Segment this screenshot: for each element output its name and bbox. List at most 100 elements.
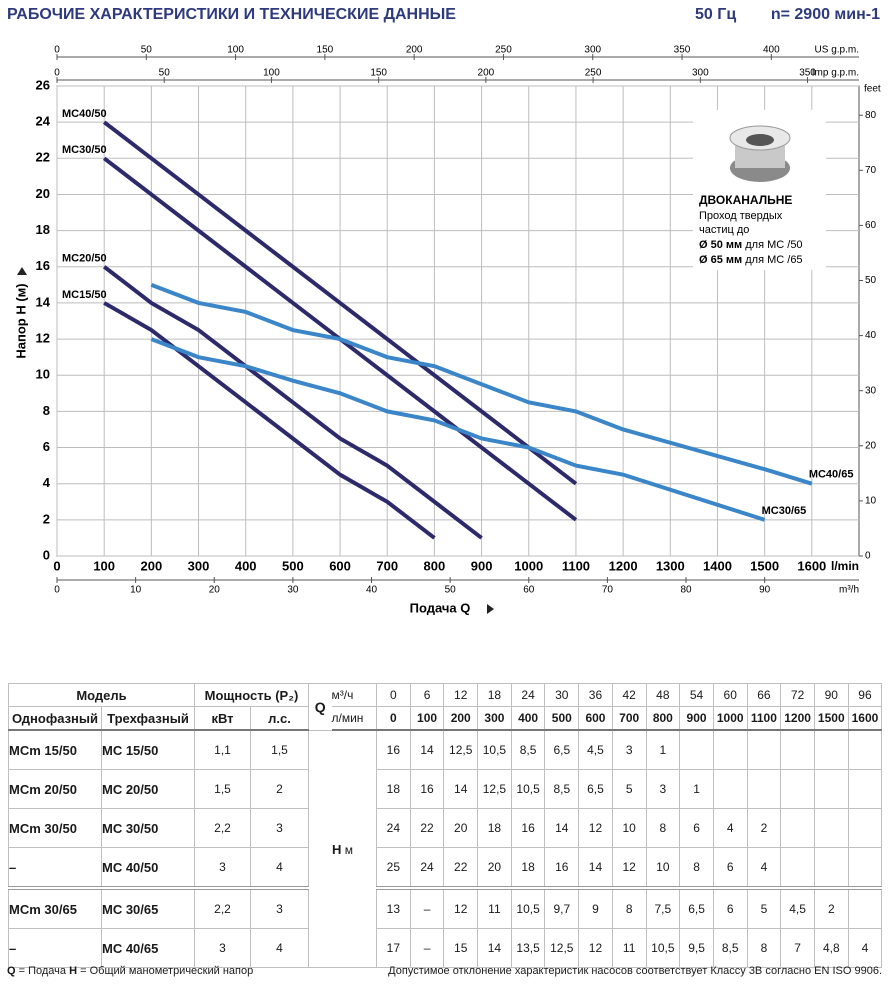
value-cell: 12 (578, 928, 613, 968)
tick-label: 50 (141, 45, 153, 56)
value-cell: 5 (611, 769, 647, 809)
value-cell: 25 (376, 847, 411, 889)
tick-label: 350 (674, 45, 691, 56)
tick-label: 300 (692, 68, 709, 79)
cell: 4 (250, 928, 309, 968)
value-cell: 6,5 (679, 886, 714, 929)
table-row: – MC 40/65 3 4 17–15 14 13,5 12,5 12 11 10,5 9,5 8,5… (8, 928, 883, 968)
header-cell: 900 (679, 706, 714, 731)
header-cell: 200 (443, 706, 479, 731)
header-cell: 1100 (746, 706, 782, 731)
value-cell: 12 (443, 886, 479, 929)
value-cell: 8 (645, 808, 681, 848)
inset-size: Ø 50 мм для МС /50 (699, 239, 803, 251)
value-cell: 20 (443, 808, 479, 848)
value-cell: 7,5 (645, 886, 681, 929)
table-row: – MC 40/50 3 4 25 24 22 20 18 16 14 12 10 8 6 4 (8, 847, 883, 889)
cell: 2 (250, 769, 309, 809)
value-cell (847, 847, 883, 889)
value-cell (847, 808, 883, 848)
footer-note: Допустимое отклонение характеристик насо… (388, 965, 882, 977)
h: H (332, 841, 342, 857)
y2-unit: feet (864, 84, 881, 95)
header-cell: 72 (780, 683, 815, 707)
series-line (150, 282, 813, 486)
y2-tick-label: 0 (865, 551, 871, 562)
tick-label: 50 (445, 585, 457, 596)
cell: MC 15/50 (101, 729, 195, 770)
value-cell: 8 (611, 886, 647, 929)
value-cell: 4,5 (780, 886, 815, 929)
value-cell: 13 (376, 886, 411, 929)
cell: MCm 30/65 (8, 886, 102, 929)
axis-name: m³/h (839, 585, 859, 596)
x-arrow (487, 604, 494, 614)
header-cell: Трехфазный (101, 706, 195, 731)
tick-label: 350 (799, 68, 816, 79)
value-cell: – (409, 886, 445, 929)
inset-title: ДВОКАНАЛЬНЕ (699, 193, 792, 207)
speed: n= 2900 мин-1 (771, 6, 880, 23)
value-cell (780, 769, 815, 809)
tick-label: 50 (159, 68, 171, 79)
header-cell: 18 (477, 683, 512, 707)
size-text: для МС /50 (745, 239, 802, 251)
tick-label: 200 (406, 45, 423, 56)
table-row: Однофазный Трехфазный кВт л.с. л/мин 0 100 200 3… (8, 706, 883, 731)
header-cell: 6 (409, 683, 445, 707)
table-row: MCm 30/50 MC 30/50 2,2 3 24 22 20 18 16 14 12 10 8 6 4… (8, 808, 883, 848)
value-cell: 3 (611, 729, 647, 770)
value-cell: 10 (645, 847, 681, 889)
y2-tick-label: 50 (865, 275, 877, 286)
header-cell: Мощность (P₂) (194, 683, 309, 707)
value-cell: 24 (409, 847, 445, 889)
table-row: MCm 30/65 MC 30/65 2,2 3 13–12 11 10,5 9,7 9 8 7,5… (8, 886, 883, 929)
header-cell: 90 (813, 683, 849, 707)
value-cell: 16 (510, 808, 546, 848)
h-unit: м (344, 842, 353, 857)
size-bold: Ø 50 мм (699, 239, 742, 251)
value-cell: 1 (679, 769, 714, 809)
cell: MCm 15/50 (8, 729, 102, 770)
x-tick-label: 600 (329, 558, 351, 573)
y2-tick-label: 10 (865, 496, 877, 507)
value-cell (847, 886, 883, 929)
size-bold: Ø 65 мм (699, 254, 742, 266)
y-tick-label: 4 (43, 475, 51, 490)
y-tick-label: 0 (43, 547, 50, 562)
value-cell (712, 729, 748, 770)
x-tick-label: 1400 (703, 558, 732, 573)
value-cell: 9,5 (679, 928, 714, 968)
header-cell: 30 (544, 683, 580, 707)
header-cell: 100 (409, 706, 445, 731)
header-cell: 1500 (813, 706, 849, 731)
header-cell: 36 (578, 683, 613, 707)
cell: – (8, 847, 102, 889)
x-tick-label: 400 (235, 558, 257, 573)
value-cell: 8,5 (712, 928, 748, 968)
value-cell (847, 729, 883, 770)
axis-name: US g.p.m. (815, 45, 859, 56)
x-tick-label: 200 (141, 558, 163, 573)
value-cell: 18 (510, 847, 546, 889)
header-cell: Однофазный (8, 706, 102, 731)
value-cell: 8,5 (510, 729, 546, 770)
header-cell: 500 (544, 706, 580, 731)
tick-label: 90 (759, 585, 771, 596)
header-cell: 24 (510, 683, 546, 707)
value-cell: 24 (376, 808, 411, 848)
y2-tick-label: 40 (865, 330, 877, 341)
y-arrow (17, 267, 27, 275)
value-cell: 11 (477, 886, 512, 929)
y2-tick-label: 20 (865, 440, 877, 451)
value-cell: 4 (847, 928, 883, 968)
x-axis-label: Подача Q (410, 600, 471, 615)
legend-text: = Подача (18, 965, 67, 977)
value-cell (780, 847, 815, 889)
size-text: для МС /65 (745, 254, 802, 266)
series-line (103, 301, 436, 540)
tick-label: 200 (478, 68, 495, 79)
cell: 3 (194, 928, 251, 968)
